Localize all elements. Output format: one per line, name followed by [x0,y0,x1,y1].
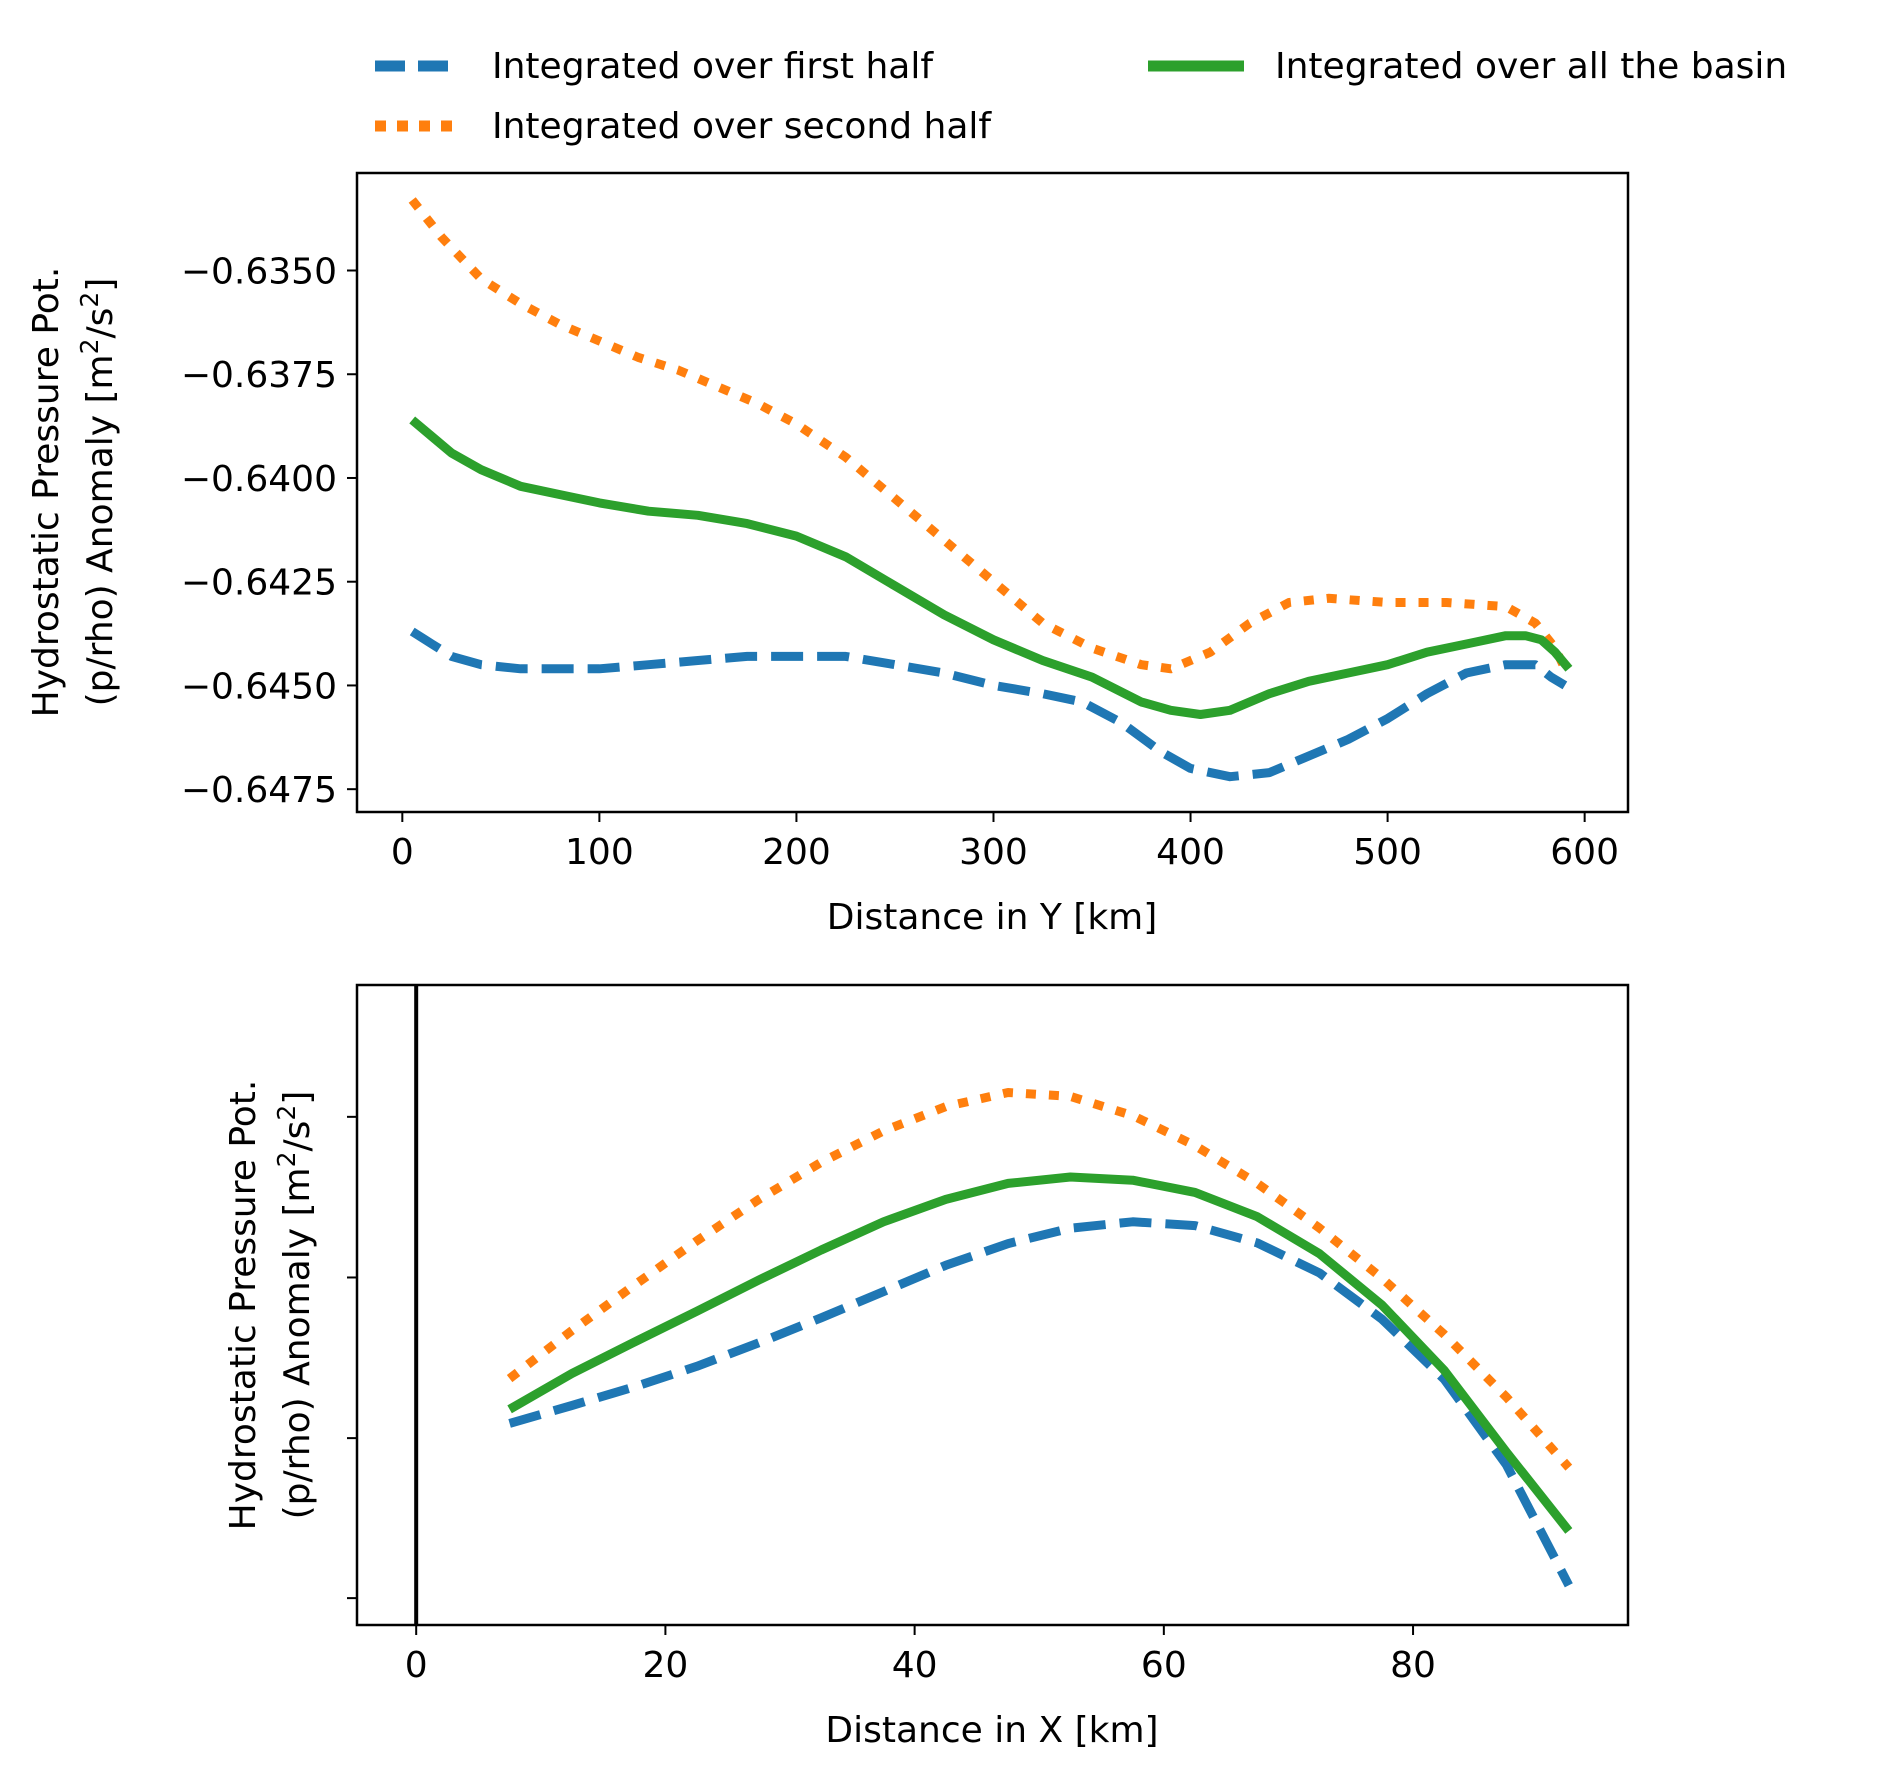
top-x-tick-label: 100 [565,832,634,873]
top-y-tick-label: −0.6375 [181,355,337,396]
top-y-axis-label-line1: Hydrostatic Pressure Pot. [26,267,67,718]
legend: Integrated over first half Integrated ov… [375,46,1787,147]
top-x-tick-label: 200 [762,832,831,873]
top-y-tick-label: −0.6425 [181,563,337,604]
top-x-tick-label: 0 [391,832,414,873]
legend-label-second-half: Integrated over second half [492,106,992,147]
bottom-series-integrated-over-all-the-basin [507,1172,1573,1534]
legend-label-all-basin: Integrated over all the basin [1275,46,1787,87]
top-x-ticks: 0 100 200 300 400 500 600 [391,812,1619,873]
chart-top: 0 100 200 300 400 500 600 −0.6475 −0.6450 −0.642… [26,171,1630,938]
bottom-x-axis-label: Distance in X [km] [825,1710,1158,1751]
bottom-y-axis-label-line1: Hydrostatic Pressure Pot. [223,1080,264,1531]
bottom-series-integrated-over-second-half [506,1088,1573,1471]
legend-label-first-half: Integrated over first half [492,46,934,87]
bottom-y-axis-label-line2: (p/rho) Anomaly [m2/s2] [272,1091,318,1520]
top-series-integrated-over-all-the-basin [409,416,1573,719]
bottom-x-tick-label: 0 [405,1645,428,1686]
bottom-x-tick-label: 40 [892,1645,938,1686]
bottom-x-tick-label: 20 [642,1645,688,1686]
top-y-axis-label: Hydrostatic Pressure Pot. (p/rho) Anomal… [26,267,121,718]
bottom-x-tick-label: 60 [1141,1645,1187,1686]
top-y-ticks: −0.6475 −0.6450 −0.6425 −0.6400 −0.6375 −0.63… [181,252,357,811]
bottom-y-ticks [347,1115,357,1600]
bottom-x-tick-label: 80 [1390,1645,1436,1686]
top-x-tick-label: 300 [959,832,1028,873]
top-x-tick-label: 500 [1353,832,1422,873]
bottom-y-axis-label: Hydrostatic Pressure Pot. (p/rho) Anomal… [223,1080,318,1531]
top-series-group [408,197,1573,782]
top-y-axis-label-line2: (p/rho) Anomaly [m2/s2] [75,278,121,707]
top-y-tick-label: −0.6475 [181,770,337,811]
bottom-series-integrated-over-first-half [508,1217,1573,1588]
top-x-axis-label: Distance in Y [km] [827,897,1158,938]
bottom-x-ticks: 0 20 40 60 80 [405,1625,1436,1686]
chart-bottom: 0 20 40 60 80 Distance in X [km] Hydrostatic… [223,983,1630,1751]
bottom-series-group [506,1088,1573,1588]
top-x-tick-label: 400 [1156,832,1225,873]
top-y-tick-label: −0.6400 [181,459,337,500]
top-series-integrated-over-first-half [409,627,1568,782]
top-x-tick-label: 600 [1550,832,1619,873]
top-y-tick-label: −0.6350 [181,252,337,293]
top-y-tick-label: −0.6450 [181,666,337,707]
bottom-plot-frame [355,983,1630,1627]
